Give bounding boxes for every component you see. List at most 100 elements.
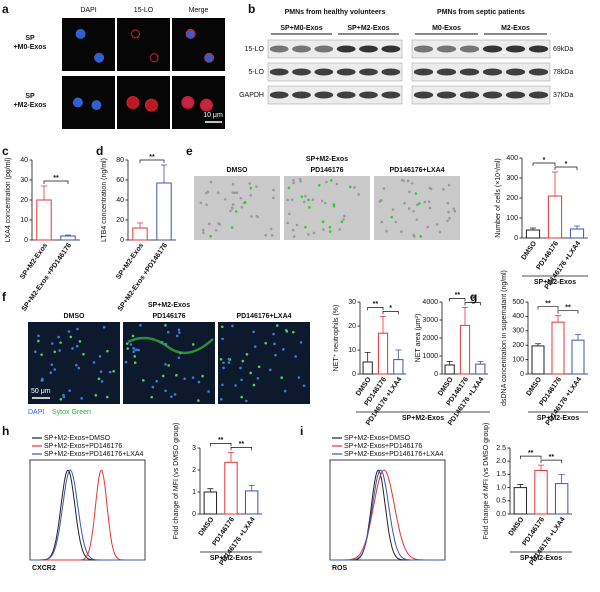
error-bar <box>530 227 536 230</box>
cell <box>268 368 272 372</box>
cell <box>229 209 232 213</box>
cell <box>214 228 218 232</box>
cell <box>222 366 225 370</box>
error-bar <box>380 316 386 334</box>
cell <box>227 361 231 364</box>
bar <box>534 469 548 515</box>
cell <box>300 195 304 198</box>
significance-label: ** <box>455 292 461 299</box>
cell <box>348 185 352 189</box>
error-bar <box>535 343 541 346</box>
cell <box>139 323 142 327</box>
image-label: DMSO <box>227 167 249 174</box>
cell <box>298 177 302 181</box>
x-tick-label: DMSO <box>198 516 216 538</box>
cell <box>407 207 411 210</box>
cell <box>59 397 63 401</box>
blot-band <box>413 91 434 99</box>
cell <box>255 185 258 188</box>
blot-band <box>359 91 378 99</box>
error-bar <box>446 361 453 365</box>
bar <box>554 483 569 515</box>
blot-band <box>336 91 356 99</box>
cell <box>380 220 384 224</box>
cell <box>250 215 253 218</box>
cell <box>233 191 236 194</box>
error-bar <box>395 349 402 360</box>
group-label: SP+M2-Exos <box>534 279 576 286</box>
x-tick-label: SP+M2-Exos +PD146176 <box>21 242 73 313</box>
bar <box>393 359 404 375</box>
cell <box>170 395 173 398</box>
cell <box>299 341 303 344</box>
blot-band <box>505 45 526 53</box>
cell <box>426 225 430 229</box>
cell <box>71 347 74 350</box>
cell <box>53 350 57 354</box>
significance-bracket <box>532 162 556 166</box>
panel-letter: a <box>2 2 9 16</box>
cell <box>321 220 325 224</box>
y-tick-label: 40 <box>116 197 124 204</box>
cell <box>291 228 295 232</box>
cell <box>264 341 267 345</box>
y-tick-label: 80 <box>116 157 124 164</box>
blot-band <box>359 68 378 76</box>
cell <box>220 325 224 329</box>
cell <box>155 379 159 383</box>
cell <box>448 217 451 220</box>
y-tick-label: 3000 <box>422 317 438 324</box>
cell <box>273 342 276 346</box>
cell <box>343 214 346 218</box>
cell <box>177 331 181 334</box>
cell <box>199 201 203 205</box>
significance-bracket <box>367 307 384 311</box>
y-axis-label: dsDNA concentration in supernatant (ng/m… <box>501 270 508 406</box>
legend-label: SP+M2-Exos+PD146176+LXA4 <box>44 451 144 458</box>
blot-band <box>528 68 549 76</box>
cell <box>283 389 287 393</box>
histogram-curve <box>330 469 445 561</box>
cell <box>133 361 137 365</box>
y-tick-label: 30 <box>20 177 28 184</box>
cell <box>202 231 205 235</box>
cell <box>37 339 40 343</box>
cell <box>197 399 200 402</box>
y-tick-label: 500 <box>512 299 524 306</box>
cell <box>429 187 433 191</box>
cell <box>223 198 227 201</box>
cell <box>161 374 165 378</box>
histogram-frame <box>329 459 446 561</box>
lane-group-label: M2-Exos <box>501 25 530 32</box>
nucleus <box>94 52 105 63</box>
blot-band <box>314 45 334 53</box>
y-tick-label: 0 <box>352 371 356 378</box>
cell <box>166 330 170 334</box>
panel-letter: b <box>248 2 255 16</box>
x-axis-label: CXCR2 <box>32 565 56 572</box>
y-tick-label: 0 <box>514 235 518 242</box>
blot-band <box>314 91 334 99</box>
cell <box>142 379 145 382</box>
cell <box>294 355 297 358</box>
cell <box>68 389 71 392</box>
error-bar <box>552 171 558 196</box>
y-tick-label: 2.0 <box>496 458 506 465</box>
blot-band <box>459 91 480 99</box>
cell <box>239 196 243 200</box>
cell <box>304 225 307 229</box>
blot-band <box>292 45 311 53</box>
x-tick-label: DMSO <box>525 376 543 398</box>
micrograph <box>194 176 280 240</box>
cell <box>80 397 83 400</box>
y-tick-label: 4000 <box>422 299 438 306</box>
cell <box>183 377 186 381</box>
significance-label: ** <box>470 296 476 303</box>
y-tick-label: 100 <box>512 356 524 363</box>
column-label: 15-LO <box>134 7 154 14</box>
column-label: Merge <box>189 7 209 14</box>
cell <box>382 187 386 190</box>
cell <box>240 395 243 399</box>
significance-label: ** <box>218 437 224 444</box>
